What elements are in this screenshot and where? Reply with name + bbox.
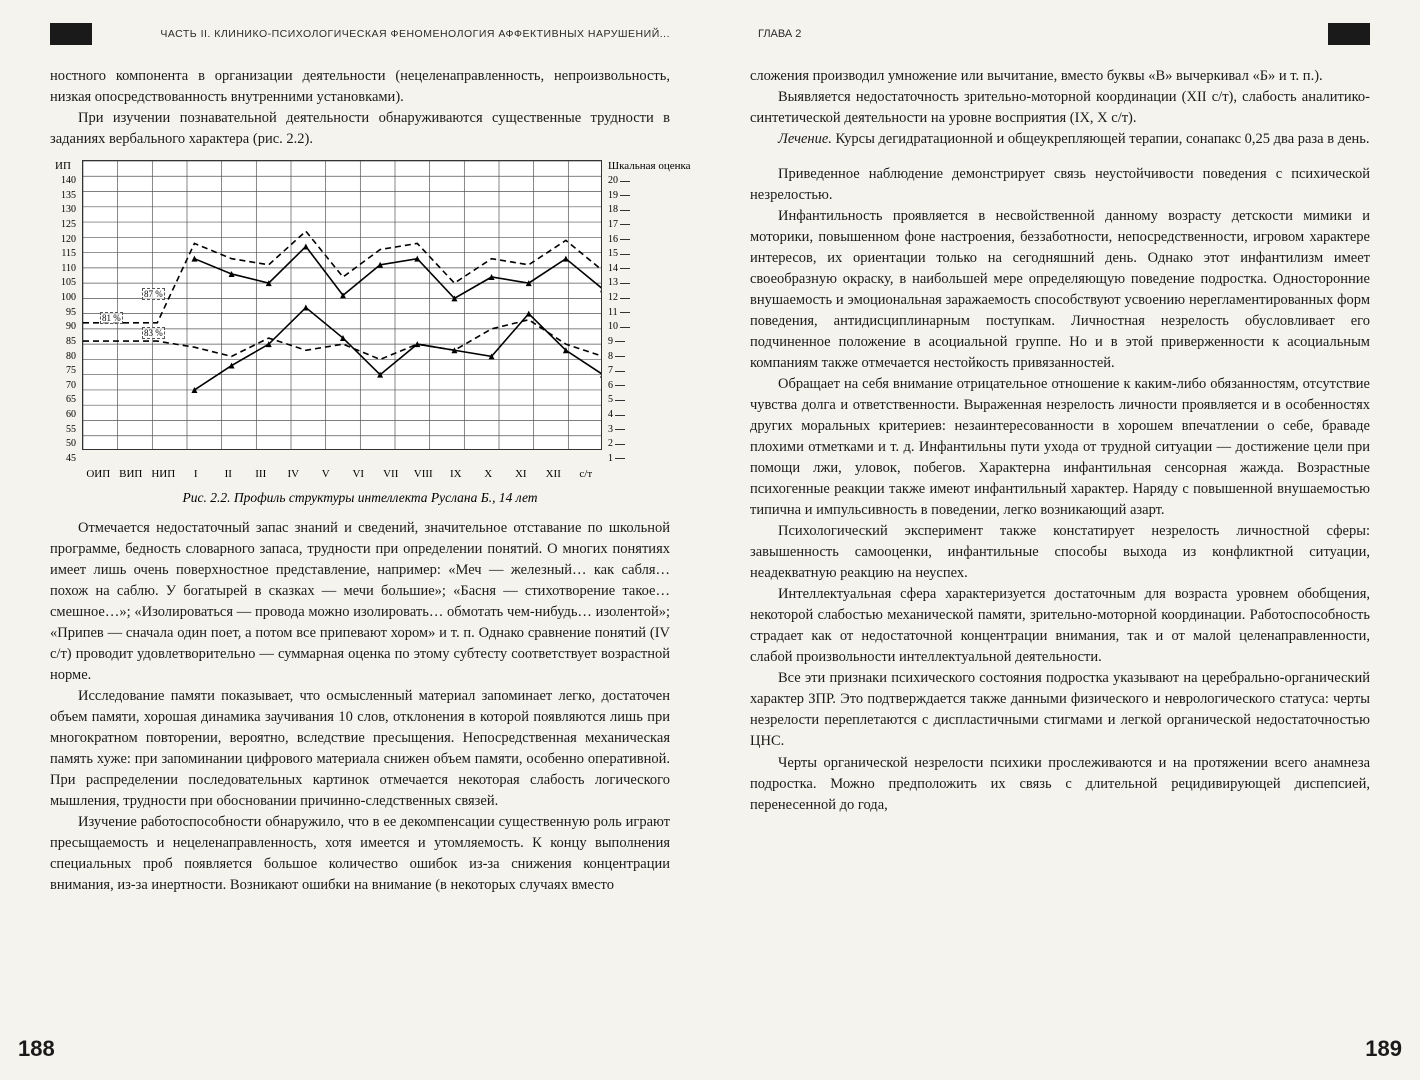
y-left-tick: 110 [50,264,76,274]
header-bar-left: ЧАСТЬ II. КЛИНИКО-ПСИХОЛОГИЧЕСКАЯ ФЕНОМЕ… [50,20,670,48]
x-tick: VII [375,468,408,480]
y-left-label: ИП [50,160,76,172]
x-tick: XII [537,468,570,480]
y-axis-right: 20 19 18 17 16 15 14 13 12 11 10 9 8 7 6 5 4 3 2 1 [608,174,634,464]
y-right-tick: 11 [608,308,634,318]
y-left-tick: 45 [50,454,76,464]
annot-87: 87 % [142,288,165,300]
x-tick: VI [342,468,375,480]
y-left-tick: 100 [50,293,76,303]
left-para-3: Отмечается недостаточный запас знаний и … [50,518,670,686]
left-para-5: Изучение работоспособности обнаружило, ч… [50,812,670,896]
right-para-7: Психологический эксперимент также конста… [750,521,1370,584]
figure-2-2: ИП 1401351301251201151101051009590858075… [50,160,670,506]
x-tick: c/т [570,468,603,480]
left-page: ЧАСТЬ II. КЛИНИКО-ПСИХОЛОГИЧЕСКАЯ ФЕНОМЕ… [0,0,710,1080]
right-para-3: Лечение. Курсы дегидратационной и общеук… [750,129,1370,150]
corner-block-left [50,23,92,45]
page-number-right: 189 [1365,1036,1402,1062]
y-left-tick: 95 [50,308,76,318]
y-right-tick: 7 [608,366,634,376]
x-tick: IX [440,468,473,480]
y-right-tick: 14 [608,264,634,274]
page-number-left: 188 [18,1036,55,1062]
y-left-tick: 65 [50,395,76,405]
corner-block-right [1328,23,1370,45]
right-para-8: Интеллектуальная сфера характеризуется д… [750,584,1370,668]
y-left-tick: 115 [50,249,76,259]
chapter-header: ГЛАВА 2 [758,28,801,40]
part-header: ЧАСТЬ II. КЛИНИКО-ПСИХОЛОГИЧЕСКАЯ ФЕНОМЕ… [160,28,670,40]
right-para-9: Все эти признаки психического состояния … [750,668,1370,752]
x-axis: ОИПВИПНИПIIIIIIIVVVIVIIVIIIIXXXIXIIc/т [82,468,602,480]
left-para-2: При изучении познавательной деятельности… [50,108,670,150]
y-left-tick: 125 [50,220,76,230]
y-right-tick: 16 [608,235,634,245]
y-right-tick: 6 [608,381,634,391]
y-left-tick: 80 [50,352,76,362]
y-left-tick: 120 [50,235,76,245]
y-right-tick: 15 [608,249,634,259]
y-right-tick: 2 [608,439,634,449]
x-tick: VIII [407,468,440,480]
right-para-3-rest: Курсы дегидратационной и общеукрепляющей… [832,131,1370,147]
y-left-tick: 50 [50,439,76,449]
x-tick: V [310,468,343,480]
y-left-tick: 140 [50,176,76,186]
header-bar-right: ГЛАВА 2 [750,20,1370,48]
x-tick: IV [277,468,310,480]
x-tick: ВИП [115,468,148,480]
y-right-tick: 9 [608,337,634,347]
y-right-tick: 13 [608,278,634,288]
chart-svg [82,160,602,450]
left-body: ностного компонента в организации деятел… [50,66,670,150]
y-right-tick: 8 [608,352,634,362]
x-tick: II [212,468,245,480]
y-axis-left: 140 135 130 125 120 115 110 105 100 95 90 85 80 75 70 6… [50,174,76,464]
y-right-tick: 18 [608,205,634,215]
left-para-4: Исследование памяти показывает, что осмы… [50,686,670,812]
right-para-4: Приведенное наблюдение демонстрирует свя… [750,164,1370,206]
left-para-1: ностного компонента в организации деятел… [50,66,670,108]
y-left-tick: 90 [50,322,76,332]
y-right-tick: 10 [608,322,634,332]
right-para-1: сложения производил умножение или вычита… [750,66,1370,87]
y-left-tick: 75 [50,366,76,376]
y-left-tick: 70 [50,381,76,391]
y-right-tick: 12 [608,293,634,303]
right-para-2: Выявляется недостаточность зрительно-мот… [750,87,1370,129]
treatment-label: Лечение. [778,131,832,147]
y-right-tick: 4 [608,410,634,420]
right-para-6: Обращает на себя внимание отрицательное … [750,374,1370,521]
x-tick: XI [505,468,538,480]
y-left-tick: 55 [50,425,76,435]
right-para-5: Инфантильность проявляется в несвойствен… [750,206,1370,374]
x-tick: НИП [147,468,180,480]
y-left-tick: 130 [50,205,76,215]
x-tick: ОИП [82,468,115,480]
y-right-tick: 3 [608,425,634,435]
y-right-tick: 19 [608,191,634,201]
y-left-tick: 60 [50,410,76,420]
y-right-label: Шкальная оценка [608,160,691,172]
annot-81: 81 % [100,312,123,324]
y-left-tick: 135 [50,191,76,201]
y-left-tick: 105 [50,278,76,288]
figure-caption: Рис. 2.2. Профиль структуры интеллекта Р… [50,490,670,506]
annot-83: 83 % [142,327,165,339]
y-right-tick: 17 [608,220,634,230]
y-right-tick: 1 [608,454,634,464]
left-body-2: Отмечается недостаточный запас знаний и … [50,518,670,896]
right-para-10: Черты органической незрелости психики пр… [750,753,1370,816]
x-tick: I [180,468,213,480]
y-right-tick: 5 [608,395,634,405]
y-right-tick: 20 [608,176,634,186]
x-tick: X [472,468,505,480]
x-tick: III [245,468,278,480]
right-body: сложения производил умножение или вычита… [750,66,1370,816]
y-left-tick: 85 [50,337,76,347]
right-page: ГЛАВА 2 сложения производил умножение ил… [710,0,1420,1080]
